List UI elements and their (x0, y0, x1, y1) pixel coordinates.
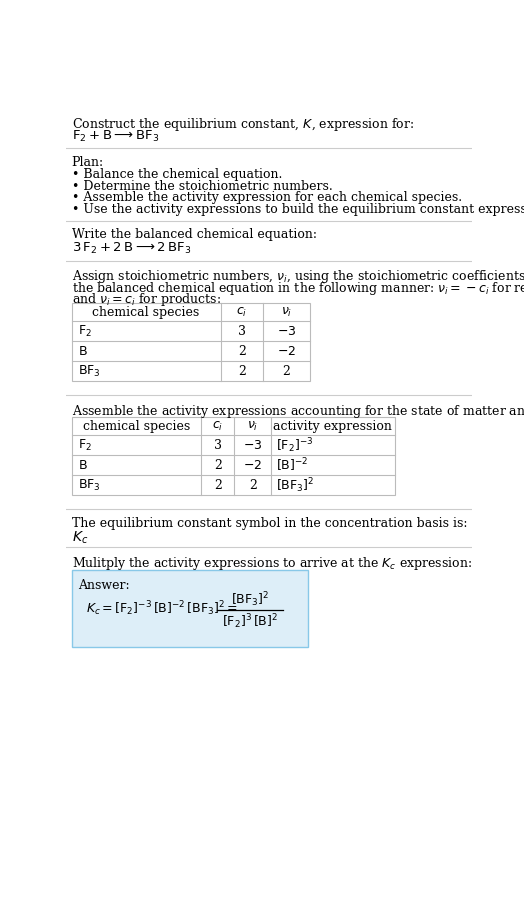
Text: Assign stoichiometric numbers, $\nu_i$, using the stoichiometric coefficients, $: Assign stoichiometric numbers, $\nu_i$, … (72, 268, 524, 286)
Text: Plan:: Plan: (72, 156, 104, 168)
Text: $[\mathrm{F_2}]^{-3}$: $[\mathrm{F_2}]^{-3}$ (276, 436, 313, 455)
Text: $\mathrm{3\,F_2 + 2\,B \longrightarrow 2\,BF_3}$: $\mathrm{3\,F_2 + 2\,B \longrightarrow 2… (72, 241, 191, 257)
Text: $-2$: $-2$ (243, 459, 262, 472)
Text: $\mathrm{B}$: $\mathrm{B}$ (78, 459, 88, 472)
Text: and $\nu_i = c_i$ for products:: and $\nu_i = c_i$ for products: (72, 291, 221, 308)
Text: $\mathrm{B}$: $\mathrm{B}$ (78, 345, 88, 358)
FancyBboxPatch shape (72, 570, 308, 647)
Text: • Determine the stoichiometric numbers.: • Determine the stoichiometric numbers. (72, 179, 332, 193)
Text: • Balance the chemical equation.: • Balance the chemical equation. (72, 168, 282, 181)
Text: $[\mathrm{BF_3}]^{2}$: $[\mathrm{BF_3}]^{2}$ (231, 590, 269, 609)
Text: $K_c$: $K_c$ (72, 530, 88, 547)
Text: $\mathrm{F_2}$: $\mathrm{F_2}$ (78, 323, 92, 339)
FancyBboxPatch shape (72, 417, 395, 496)
Text: the balanced chemical equation in the following manner: $\nu_i = -c_i$ for react: the balanced chemical equation in the fo… (72, 280, 524, 296)
Text: Assemble the activity expressions accounting for the state of matter and $\nu_i$: Assemble the activity expressions accoun… (72, 403, 524, 420)
Text: $-3$: $-3$ (243, 439, 263, 452)
Text: The equilibrium constant symbol in the concentration basis is:: The equilibrium constant symbol in the c… (72, 517, 467, 530)
Text: 3: 3 (214, 439, 222, 452)
Text: $c_i$: $c_i$ (212, 420, 223, 432)
Text: Mulitply the activity expressions to arrive at the $K_c$ expression:: Mulitply the activity expressions to arr… (72, 555, 472, 572)
Text: $-3$: $-3$ (277, 325, 296, 338)
Text: 2: 2 (238, 365, 246, 378)
Text: 3: 3 (238, 325, 246, 338)
Text: $-2$: $-2$ (277, 345, 296, 358)
Text: chemical species: chemical species (92, 305, 200, 319)
FancyBboxPatch shape (72, 303, 310, 381)
Text: 2: 2 (249, 479, 257, 492)
Text: chemical species: chemical species (83, 420, 190, 432)
Text: 2: 2 (238, 345, 246, 358)
Text: 2: 2 (214, 459, 222, 472)
Text: • Use the activity expressions to build the equilibrium constant expression.: • Use the activity expressions to build … (72, 203, 524, 216)
Text: Construct the equilibrium constant, $K$, expression for:: Construct the equilibrium constant, $K$,… (72, 116, 414, 132)
Text: activity expression: activity expression (274, 420, 392, 432)
Text: $[\mathrm{F_2}]^{3}\,[\mathrm{B}]^{2}$: $[\mathrm{F_2}]^{3}\,[\mathrm{B}]^{2}$ (222, 613, 278, 631)
Text: $c_i$: $c_i$ (236, 305, 247, 319)
Text: $\nu_i$: $\nu_i$ (281, 305, 292, 319)
Text: $\nu_i$: $\nu_i$ (247, 420, 258, 432)
Text: Answer:: Answer: (78, 579, 129, 592)
Text: $\mathrm{BF_3}$: $\mathrm{BF_3}$ (78, 478, 101, 493)
Text: $[\mathrm{B}]^{-2}$: $[\mathrm{B}]^{-2}$ (276, 457, 308, 474)
Text: $K_c = [\mathrm{F_2}]^{-3}\,[\mathrm{B}]^{-2}\,[\mathrm{BF_3}]^{2} =$: $K_c = [\mathrm{F_2}]^{-3}\,[\mathrm{B}]… (85, 599, 238, 618)
Text: $\mathrm{F_2 + B \longrightarrow BF_3}$: $\mathrm{F_2 + B \longrightarrow BF_3}$ (72, 129, 159, 144)
Text: $\mathrm{F_2}$: $\mathrm{F_2}$ (78, 438, 92, 453)
Text: Write the balanced chemical equation:: Write the balanced chemical equation: (72, 228, 316, 241)
Text: $[\mathrm{BF_3}]^{2}$: $[\mathrm{BF_3}]^{2}$ (276, 476, 314, 495)
Text: • Assemble the activity expression for each chemical species.: • Assemble the activity expression for e… (72, 191, 462, 205)
Text: $\mathrm{BF_3}$: $\mathrm{BF_3}$ (78, 364, 101, 379)
Text: 2: 2 (214, 479, 222, 492)
Text: 2: 2 (282, 365, 290, 378)
